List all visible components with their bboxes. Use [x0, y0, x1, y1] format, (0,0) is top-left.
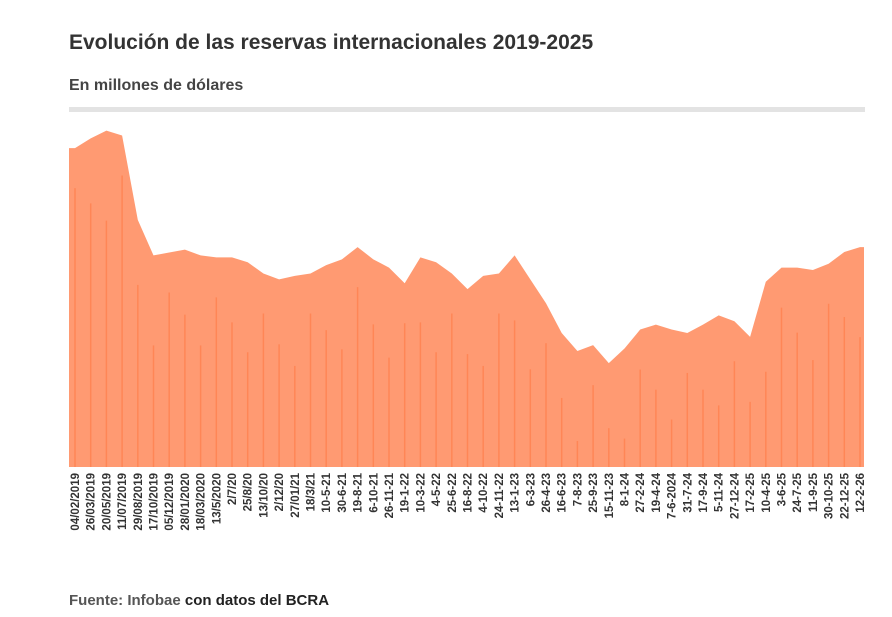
- x-tick-label: 7-6-2024: [667, 472, 679, 519]
- x-tick-label: 27/01/21: [290, 472, 302, 517]
- chart-subtitle: En millones de dólares: [69, 77, 244, 94]
- x-tick-label: 6-3-23: [525, 473, 537, 506]
- chart-marks: [69, 130, 864, 467]
- x-tick-label: 4-10-22: [478, 473, 490, 513]
- x-tick-label: 19-4-24: [651, 472, 663, 512]
- x-tick-label: 26/03/2019: [86, 473, 98, 531]
- x-tick-label: 26-11-21: [384, 472, 396, 518]
- x-tick-label: 27-2-24: [635, 472, 647, 512]
- x-tick-label: 16-6-23: [557, 473, 569, 513]
- x-tick-label: 30-10-25: [824, 472, 836, 519]
- x-tick-label: 11/07/2019: [117, 473, 129, 530]
- x-tick-label: 6-10-21: [368, 472, 380, 512]
- x-tick-label: 17-2-25: [745, 472, 757, 512]
- x-tick-label: 05/12/2019: [164, 473, 176, 531]
- x-tick-label: 31-7-24: [682, 472, 694, 512]
- x-tick-label: 24-7-25: [792, 472, 804, 512]
- x-tick-label: 25-6-22: [447, 473, 459, 513]
- x-tick-label: 19-8-21: [353, 472, 365, 512]
- x-tick-label: 2/12/20: [274, 473, 286, 511]
- x-tick-label: 5-11-24: [714, 472, 726, 512]
- x-tick-label: 12-2-26: [855, 473, 867, 513]
- x-tick-label: 24-11-22: [494, 473, 506, 518]
- x-tick-label: 25-9-23: [588, 473, 600, 513]
- x-tick-label: 13/5/2020: [211, 473, 223, 524]
- x-tick-label: 13-1-23: [510, 473, 522, 513]
- x-tick-label: 19-1-22: [400, 473, 412, 513]
- x-tick-label: 10-3-22: [415, 473, 427, 513]
- x-tick-label: 26-4-23: [541, 473, 553, 513]
- x-tick-label: 4-5-22: [431, 473, 443, 506]
- header-divider: [69, 107, 865, 112]
- source-detail: con datos del BCRA: [184, 592, 330, 609]
- x-tick-label: 04/02/2019: [70, 473, 82, 531]
- x-tick-label: 25/8/20: [243, 473, 255, 511]
- x-tick-label: 18/03/2020: [196, 473, 208, 531]
- x-tick-label: 10-4-25: [761, 472, 773, 512]
- x-tick-label: 22-12-25: [839, 472, 851, 519]
- x-axis-ticks: 04/02/2019 26/03/2019 20/05/2019 11/07/2019…: [70, 472, 867, 530]
- reserves-area: [69, 130, 864, 467]
- x-tick-label: 30-6-21: [337, 472, 349, 512]
- x-tick-label: 16-8-22: [463, 473, 475, 513]
- x-tick-label: 10-5-21: [321, 472, 333, 512]
- x-tick-label: 17/10/2019: [149, 473, 161, 531]
- chart-title: Evolución de las reservas internacionale…: [69, 31, 594, 54]
- x-tick-label: 18/3/21: [306, 472, 318, 511]
- source-label: Fuente:: [69, 592, 124, 609]
- x-tick-label: 13/10/20: [258, 473, 270, 518]
- x-tick-label: 28/01/2020: [180, 473, 192, 531]
- x-tick-label: 3-6-25: [777, 472, 789, 506]
- x-tick-label: 27-12-24: [729, 472, 741, 519]
- x-tick-label: 2/7/20: [227, 473, 239, 505]
- source-name: Infobae: [127, 592, 181, 609]
- x-tick-label: 11-9-25: [808, 472, 820, 512]
- x-tick-label: 8-1-24: [620, 472, 632, 506]
- x-tick-label: 20/05/2019: [101, 473, 113, 531]
- x-tick-label: 29/08/2019: [133, 473, 145, 531]
- x-tick-label: 15-11-23: [604, 473, 616, 518]
- x-tick-label: 7-8-23: [572, 473, 584, 506]
- source-note: Fuente: Infobae con datos del BCRA: [69, 592, 329, 609]
- x-tick-label: 17-9-24: [698, 472, 710, 512]
